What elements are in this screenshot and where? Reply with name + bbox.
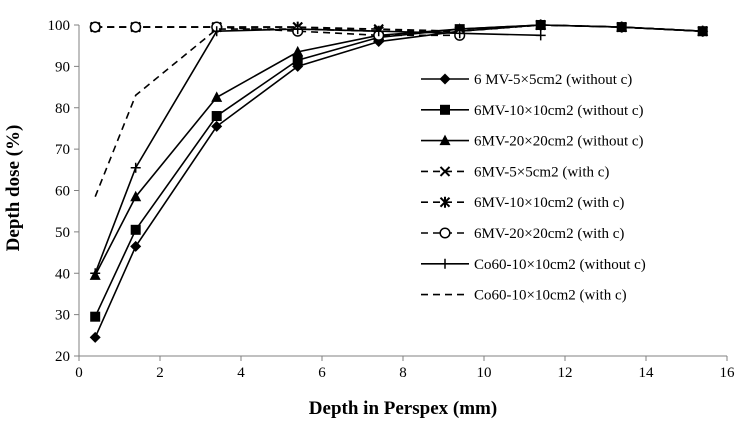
y-axis-title: Depth dose (%)	[3, 125, 24, 252]
y-tick-label: 40	[55, 266, 70, 282]
data-point-asterisk	[439, 196, 451, 208]
legend-label: 6MV-10×10cm2 (with c)	[474, 195, 624, 211]
x-tick-label: 6	[318, 365, 326, 381]
legend-entry: 6MV-10×10cm2 (without c)	[421, 103, 644, 119]
x-tick-label: 16	[720, 365, 736, 381]
data-point-diamond	[211, 120, 223, 132]
x-tick-label: 8	[399, 365, 407, 381]
data-point-asterisk	[616, 21, 627, 33]
data-point-diamond	[130, 240, 142, 252]
legend-entry: Co60-10×10cm2 (with c)	[421, 288, 627, 304]
axes: 0 2 4 6 8 10 12 14 16 20 30 40 50 60 70 80 90 100	[48, 18, 736, 381]
x-tick-label: 2	[156, 365, 164, 381]
data-point-circle	[130, 21, 142, 33]
data-point-square	[130, 224, 141, 235]
data-point-triangle	[439, 134, 451, 146]
x-tick-label: 12	[558, 365, 573, 381]
legend-entry: Co60-10×10cm2 (without c)	[421, 257, 646, 273]
data-point-asterisk	[535, 19, 546, 31]
x-tick-label: 14	[639, 365, 655, 381]
legend-entry: 6MV-20×20cm2 (without c)	[421, 134, 644, 150]
y-tick-label: 80	[55, 101, 70, 117]
y-tick-label: 90	[55, 59, 70, 75]
series-layer	[89, 19, 709, 343]
y-tick-label: 100	[48, 18, 71, 34]
data-point-plus	[454, 28, 465, 39]
data-point-square	[292, 55, 303, 66]
series-line	[95, 24, 703, 33]
series-2	[90, 20, 708, 322]
data-point-square	[90, 311, 101, 322]
x-axis-title: Depth in Perspex (mm)	[309, 398, 497, 419]
x-tick-label: 0	[75, 365, 83, 381]
data-point-plus	[440, 258, 450, 269]
legend-label: Co60-10×10cm2 (without c)	[474, 257, 646, 273]
legend-label: 6MV-10×10cm2 (without c)	[474, 103, 644, 119]
data-point-diamond	[89, 331, 101, 343]
data-point-plus	[130, 162, 141, 173]
y-tick-label: 20	[55, 349, 70, 365]
legend-label: 6MV-20×20cm2 (without c)	[474, 134, 644, 150]
legend-entry: 6 MV-5×5cm2 (without c)	[421, 72, 632, 88]
data-point-triangle	[130, 190, 142, 202]
data-point-circle	[439, 227, 451, 239]
data-point-circle	[89, 21, 101, 33]
x-tick-label: 4	[237, 365, 245, 381]
y-tick-label: 60	[55, 184, 70, 200]
data-point-triangle	[211, 91, 223, 102]
legend-label: 6MV-20×20cm2 (with c)	[474, 226, 624, 242]
legend: 6 MV-5×5cm2 (without c) 6MV-10×10cm2 (wit…	[421, 72, 646, 304]
x-tick-label: 10	[477, 365, 492, 381]
data-point-square	[440, 104, 450, 115]
data-point-plus	[90, 268, 101, 279]
legend-entry: 6MV-20×20cm2 (with c)	[421, 226, 624, 242]
data-point-plus	[535, 30, 546, 41]
y-tick-label: 30	[55, 308, 70, 324]
legend-entry: 6MV-10×10cm2 (with c)	[421, 195, 624, 211]
series-8	[94, 28, 379, 197]
series-line	[94, 28, 379, 197]
legend-label: Co60-10×10cm2 (with c)	[474, 288, 627, 304]
legend-entry: 6MV-5×5cm2 (with c)	[421, 164, 609, 180]
data-point-diamond	[439, 73, 451, 85]
data-point-asterisk	[697, 25, 708, 37]
y-tick-label: 50	[55, 225, 70, 241]
data-point-triangle	[292, 45, 304, 57]
y-tick-label: 70	[55, 142, 70, 158]
legend-label: 6MV-5×5cm2 (with c)	[474, 164, 609, 180]
data-point-square	[211, 111, 222, 122]
legend-label: 6 MV-5×5cm2 (without c)	[474, 72, 632, 88]
data-point-x	[439, 166, 451, 177]
